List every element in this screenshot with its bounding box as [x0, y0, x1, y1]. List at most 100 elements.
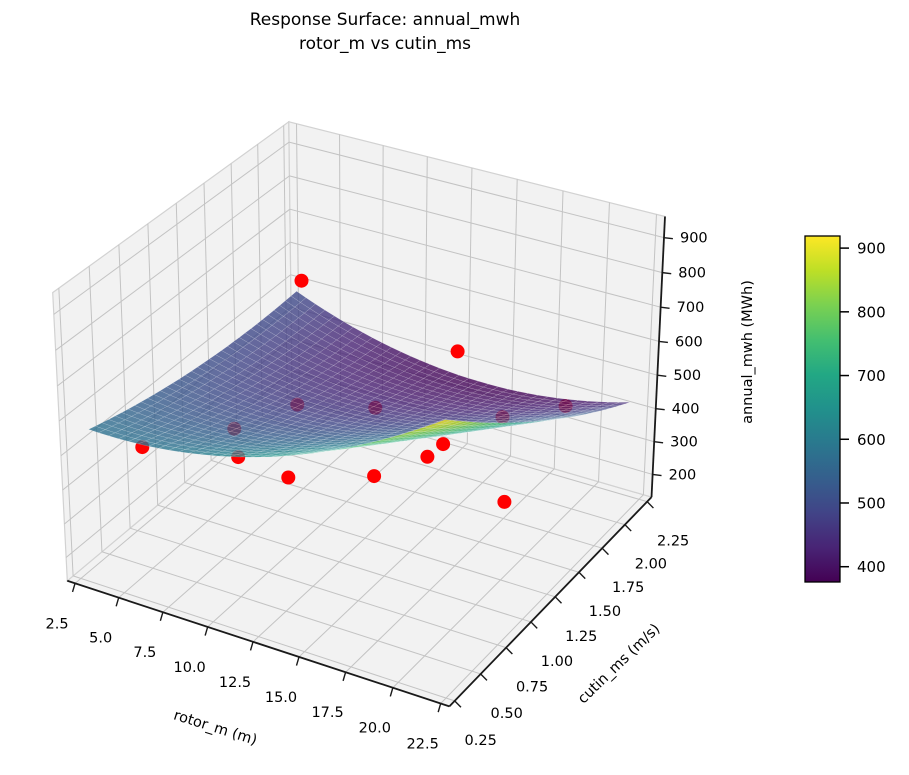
surface-facet: [553, 417, 570, 420]
grid-line: [88, 266, 103, 552]
x-axis-tick-label: 7.5: [133, 645, 156, 661]
plot-title: Response Surface: annual_mwh rotor_m vs …: [0, 8, 770, 56]
grid-line: [58, 288, 74, 576]
grid-line: [290, 306, 656, 410]
grid-line: [448, 496, 653, 707]
surface-facet: [457, 421, 476, 426]
z-axis-tick-label: 300: [670, 435, 698, 451]
scatter-point: [294, 273, 309, 288]
grid-line: [289, 208, 661, 308]
z-axis-tick: [660, 306, 670, 309]
surface-facet: [515, 421, 532, 425]
surface-facet: [439, 420, 458, 425]
scatter-point: [497, 494, 512, 509]
y-axis-tick: [578, 571, 586, 580]
grid-line: [553, 190, 564, 469]
grid-line: [66, 579, 450, 708]
z-axis-tick-label: 800: [678, 266, 706, 282]
z-axis-tick: [663, 236, 673, 240]
grid-line: [345, 468, 555, 673]
grid-line: [118, 244, 131, 529]
x-axis-tick-label: 15.0: [265, 690, 297, 706]
y-axis-tick: [530, 621, 538, 629]
surface-facet: [492, 422, 510, 426]
y-axis-tick-label: 1.75: [612, 580, 644, 596]
grid-line: [290, 274, 658, 376]
x-axis-tick-label: 10.0: [174, 660, 206, 676]
y-axis-tick: [601, 547, 609, 556]
grid-line: [162, 418, 383, 613]
x-axis-tick: [115, 597, 120, 607]
grid-line: [207, 430, 425, 628]
x-axis-tick-label: 20.0: [359, 721, 391, 737]
y-axis-tick: [480, 673, 488, 681]
x-axis-tick-label: 12.5: [219, 675, 251, 691]
z-axis-tick: [652, 473, 662, 477]
grid-line: [289, 175, 663, 274]
colorbar-tick-label: 600: [857, 431, 886, 449]
y-axis-tick: [505, 647, 513, 655]
x-axis-tick-label: 2.5: [46, 616, 69, 632]
grid-line: [53, 141, 290, 315]
y-axis-tick-label: 1.00: [541, 654, 573, 670]
z-axis-tick-label: 200: [669, 467, 697, 483]
z-axis-tick: [658, 340, 668, 344]
grid-line: [598, 202, 610, 482]
x-axis-tick: [71, 583, 76, 593]
grid-line: [252, 443, 468, 643]
grid-line: [392, 481, 599, 689]
grid-line: [298, 455, 511, 658]
x-axis-tick: [159, 611, 164, 622]
grid-line: [101, 551, 481, 675]
grid-line: [55, 175, 290, 351]
y-axis-tick-label: 1.25: [565, 629, 597, 645]
y-axis-tick: [454, 700, 462, 708]
z-axis-tick-label: 400: [672, 402, 700, 418]
surface-facet: [599, 406, 616, 409]
x-axis-tick: [342, 672, 347, 682]
grid-line: [157, 504, 532, 623]
grid-line: [210, 459, 580, 573]
title-line-1: Response Surface: annual_mwh: [249, 10, 521, 30]
grid-line: [58, 241, 291, 422]
colorbar: 400 500 600 700 800 900: [804, 235, 886, 583]
surface-facet: [433, 419, 452, 425]
y-axis-tick-label: 2.25: [657, 534, 689, 550]
y-axis-tick-label: 0.75: [516, 680, 548, 696]
grid-line: [440, 494, 644, 704]
grid-line: [642, 214, 657, 495]
x-axis-tick: [204, 626, 209, 636]
z-axis-tick-label: 600: [675, 334, 703, 350]
x-axis-tick: [389, 687, 394, 697]
grid-line: [184, 482, 556, 598]
grid-line: [290, 241, 660, 342]
z-axis-tick: [662, 271, 672, 275]
z-axis-tick-label: 900: [680, 231, 708, 247]
x-axis-tick-label: 17.5: [311, 705, 343, 721]
x-axis-tick: [295, 656, 300, 666]
y-axis-tick: [624, 524, 632, 532]
x-axis-tick: [437, 703, 442, 713]
z-axis-tick-label: 700: [677, 300, 705, 316]
z-axis-label: annual_mwh (MWh): [740, 280, 756, 424]
grid-line: [147, 223, 159, 506]
scatter-point: [420, 449, 435, 464]
z-axis-tick: [657, 374, 667, 377]
z-axis-tick: [655, 407, 665, 411]
y-axis-tick: [646, 501, 654, 509]
grid-line: [72, 575, 455, 702]
y-axis-tick: [554, 596, 563, 604]
surface-facet: [469, 422, 487, 427]
y-axis-tick-label: 0.25: [465, 733, 497, 749]
y-axis-tick-label: 1.50: [589, 604, 621, 620]
colorbar-tick-label: 500: [857, 494, 886, 512]
scatter-point: [367, 469, 382, 484]
grid-line: [129, 527, 507, 649]
z-axis-tick-label: 500: [673, 368, 701, 384]
z-axis-tick: [654, 441, 664, 444]
surface-facet: [526, 420, 543, 424]
scatter-point: [436, 437, 451, 452]
scatter-point: [281, 470, 296, 485]
